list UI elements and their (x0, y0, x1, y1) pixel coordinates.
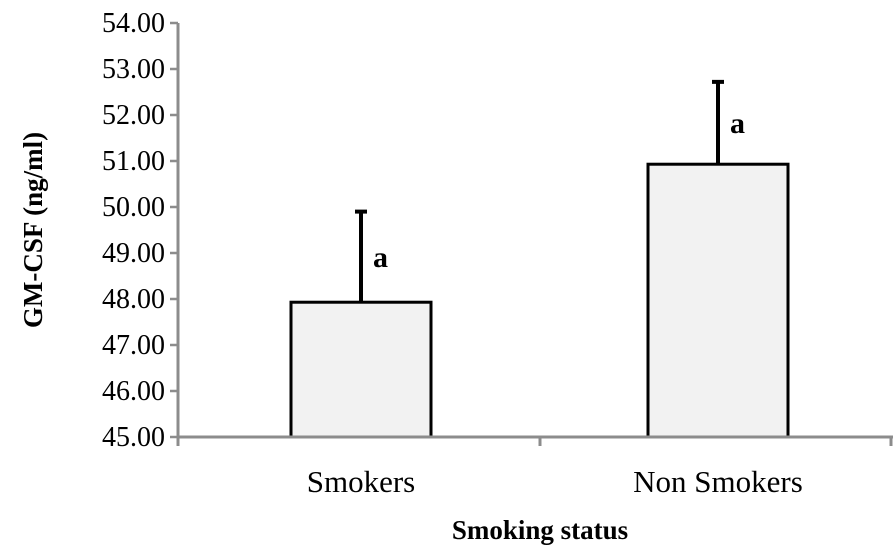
y-tick-label: 54.00 (102, 8, 165, 39)
y-tick-label: 52.00 (102, 100, 165, 131)
bar-smokers (289, 300, 433, 439)
significance-label: a (373, 241, 388, 274)
y-axis-ticks: 45.00 46.00 47.00 48.00 49.00 50.00 51.00 52.00… (102, 8, 178, 453)
y-tick-label: 50.00 (102, 192, 165, 223)
y-tick-label: 53.00 (102, 54, 165, 85)
y-tick-label: 51.00 (102, 146, 165, 177)
y-tick-label: 49.00 (102, 238, 165, 269)
x-category-label: Non Smokers (633, 464, 803, 499)
axes (176, 23, 893, 446)
y-tick-label: 46.00 (102, 376, 165, 407)
x-axis-category-labels: Smokers Non Smokers (307, 464, 803, 499)
x-category-label: Smokers (307, 464, 416, 499)
y-tick-label: 47.00 (102, 330, 165, 361)
x-axis-title: Smoking status (452, 515, 628, 545)
bar-non-smokers (646, 162, 790, 439)
bars: aa (289, 79, 790, 439)
y-tick-label: 45.00 (102, 422, 165, 453)
significance-label: a (730, 107, 745, 140)
y-axis-title: GM-CSF (ng/ml) (18, 132, 48, 328)
y-tick-label: 48.00 (102, 284, 165, 315)
